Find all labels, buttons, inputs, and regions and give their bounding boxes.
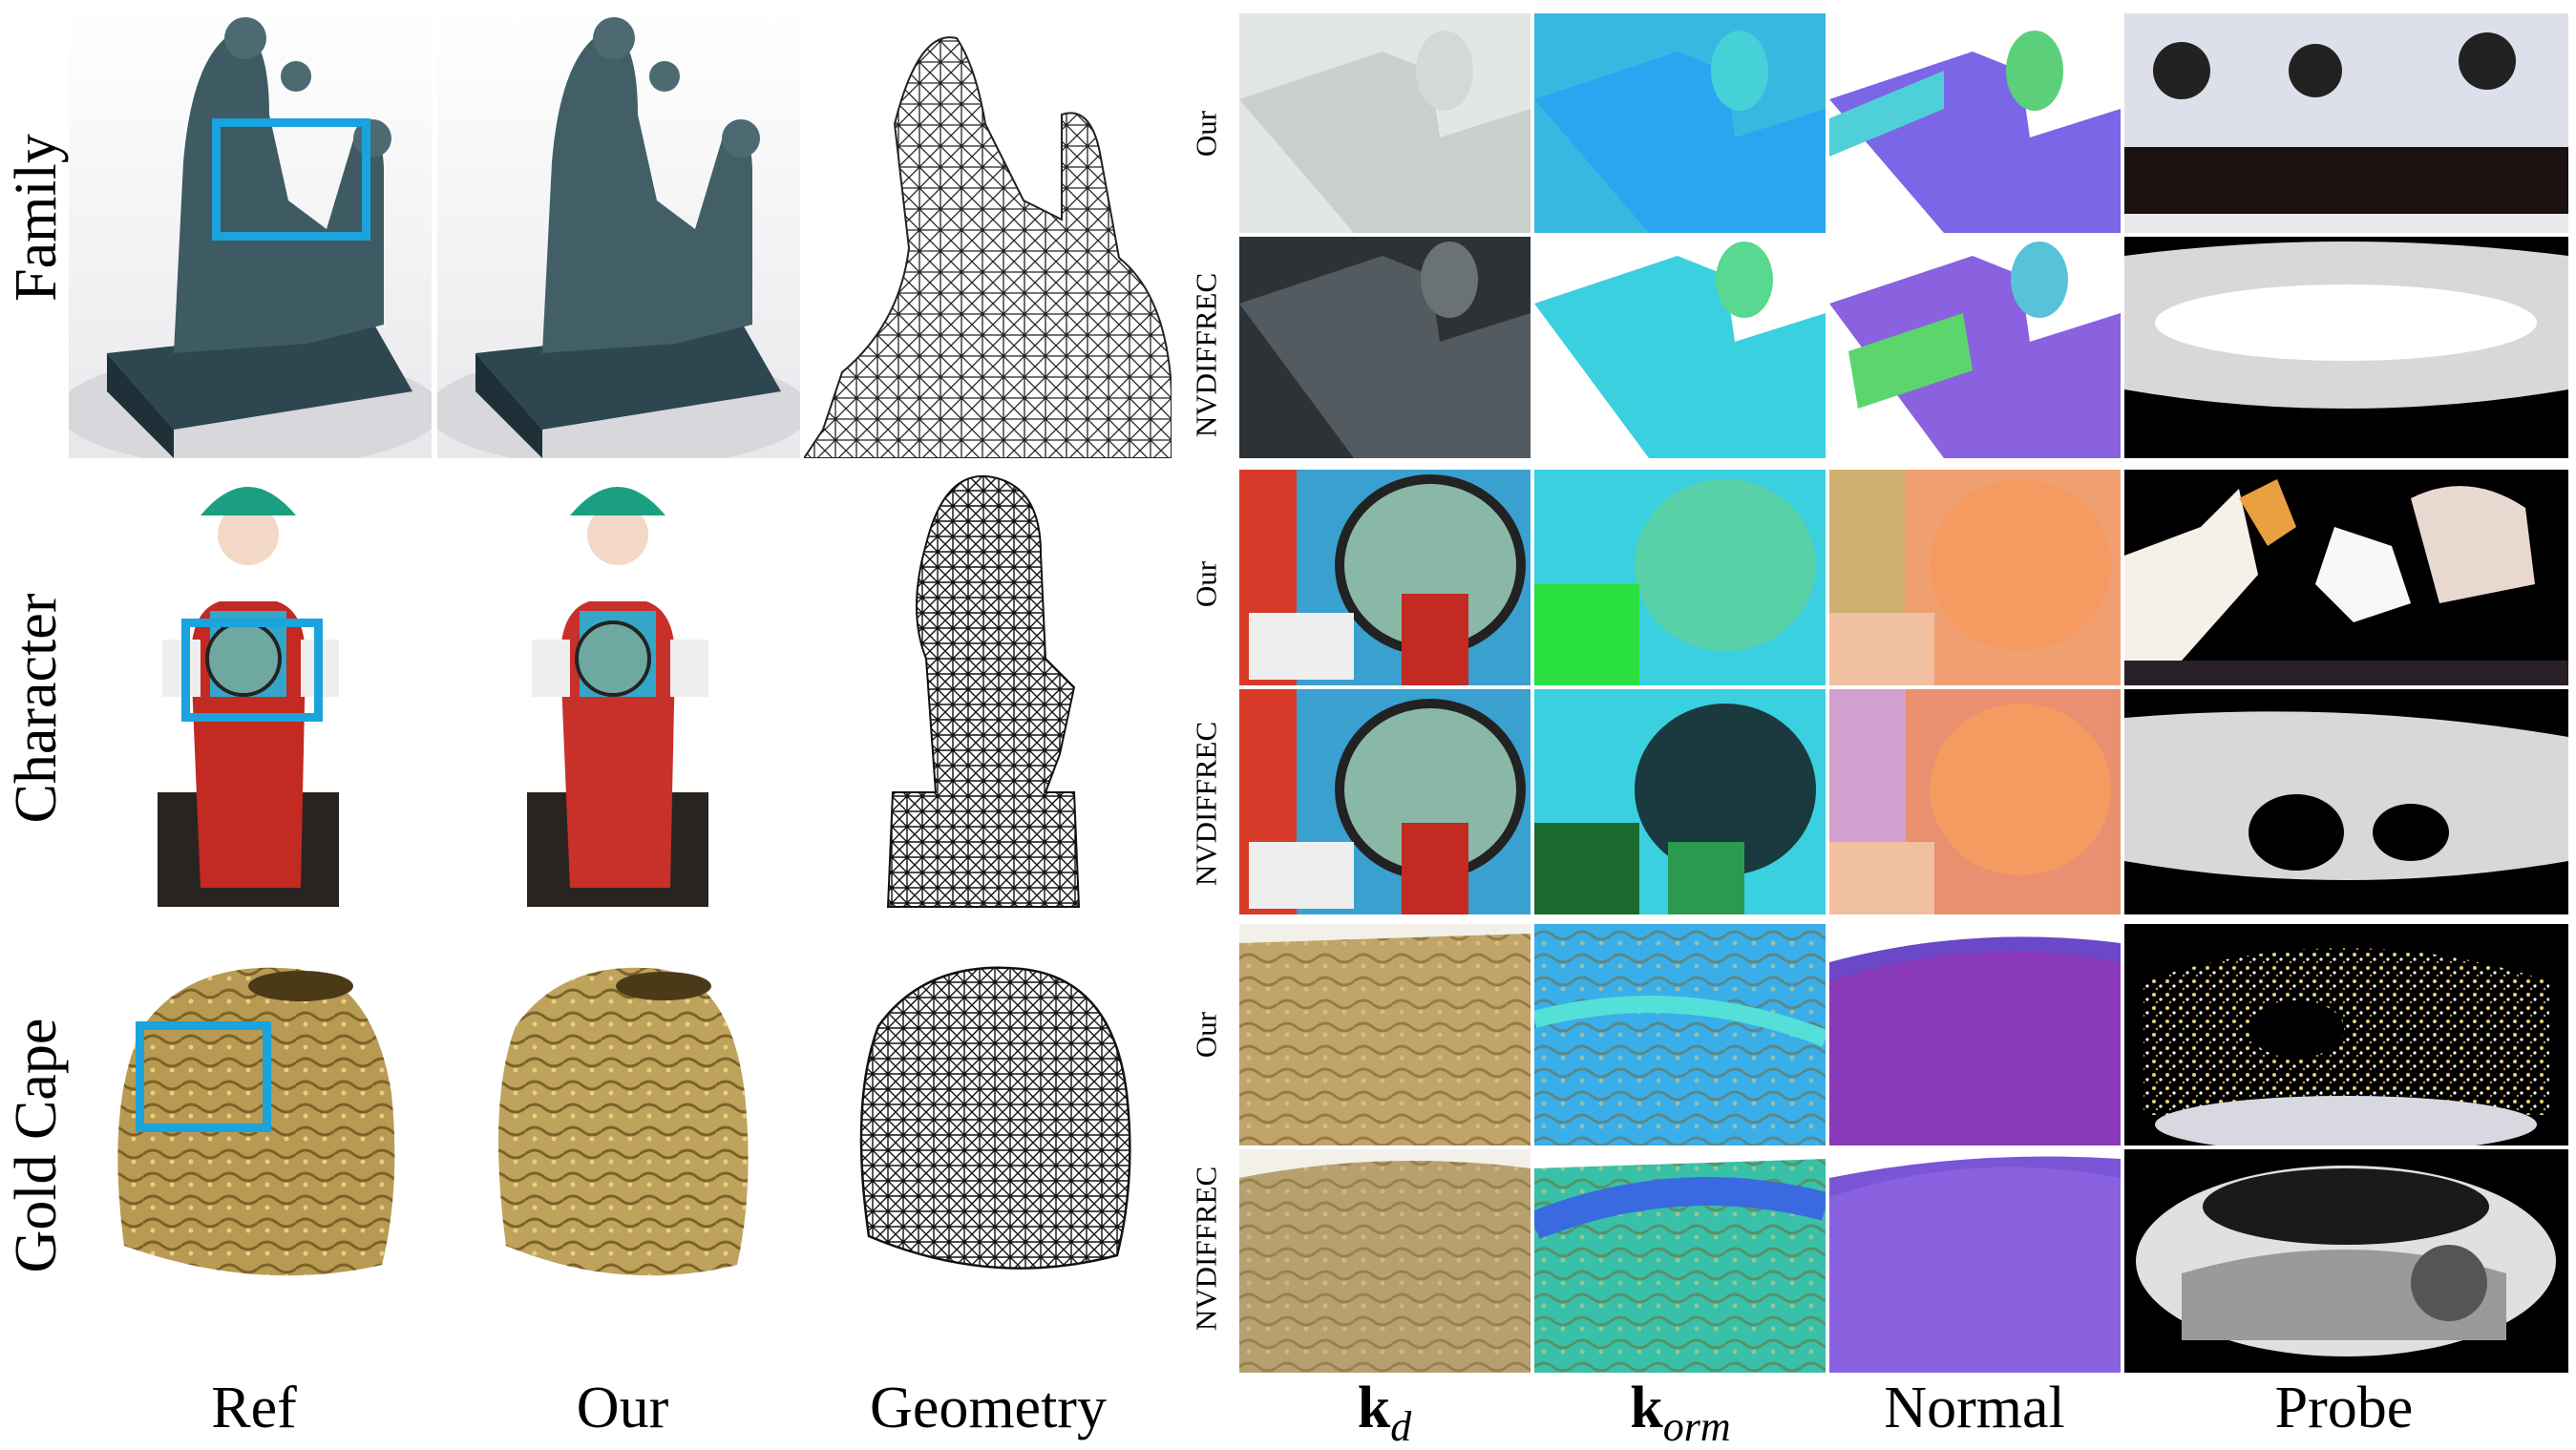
row-label-character: Character [4, 593, 69, 824]
family-ours-probe [2124, 13, 2568, 233]
character-baseline-probe [2124, 689, 2568, 914]
family-ours-kd [1239, 13, 1531, 233]
family-highlight-box [212, 118, 370, 241]
character-ref-image [134, 468, 363, 916]
gold-cape-ours-korm [1534, 924, 1826, 1145]
row-label-gold-cape: Gold Cape [4, 1018, 69, 1273]
family-geometry-image [804, 10, 1172, 458]
character-geometry-image [869, 468, 1098, 916]
column-label-probe: Probe [2274, 1376, 2414, 1440]
character-ours-kd [1239, 470, 1531, 685]
method-label-character-ours: Our [1189, 560, 1223, 608]
kd-main-symbol: k [1357, 1376, 1391, 1440]
method-label-family-ours: Our [1189, 110, 1223, 158]
gold-cape-baseline-kd [1239, 1149, 1531, 1373]
family-our-image [437, 10, 800, 458]
character-baseline-korm [1534, 689, 1826, 914]
gold-cape-baseline-korm [1534, 1149, 1826, 1373]
column-label-kd: kd [1358, 1378, 1411, 1448]
method-label-gold-cape-ours: Our [1189, 1011, 1223, 1059]
character-ours-korm [1534, 470, 1826, 685]
column-label-normal: Normal [1884, 1376, 2065, 1440]
korm-main-symbol: k [1630, 1376, 1663, 1440]
character-baseline-kd [1239, 689, 1531, 914]
family-ours-korm [1534, 13, 1826, 233]
character-highlight-box [181, 619, 323, 722]
method-label-family-baseline: NVDIFFREC [1189, 272, 1223, 438]
gold-cape-ours-probe [2124, 924, 2568, 1145]
family-baseline-normal [1829, 237, 2121, 458]
column-label-ref: Ref [211, 1376, 297, 1440]
row-label-family: Family [4, 134, 69, 302]
character-our-image [503, 468, 732, 916]
gold-cape-our-image [487, 959, 754, 1289]
gold-cape-ours-kd [1239, 924, 1531, 1145]
gold-cape-geometry-image [850, 959, 1136, 1289]
family-baseline-kd [1239, 237, 1531, 458]
gold-cape-baseline-probe [2124, 1149, 2568, 1373]
column-label-korm: korm [1630, 1378, 1730, 1448]
family-baseline-korm [1534, 237, 1826, 458]
column-label-our: Our [576, 1376, 669, 1440]
character-ours-normal [1829, 470, 2121, 685]
family-ours-normal [1829, 13, 2121, 233]
gold-cape-baseline-normal [1829, 1149, 2121, 1373]
column-label-geometry: Geometry [870, 1376, 1107, 1440]
character-baseline-normal [1829, 689, 2121, 914]
kd-subscript: d [1390, 1403, 1412, 1450]
character-ours-probe [2124, 470, 2568, 685]
family-baseline-probe [2124, 237, 2568, 458]
method-label-gold-cape-baseline: NVDIFFREC [1189, 1166, 1223, 1332]
korm-subscript: orm [1662, 1403, 1731, 1450]
gold-cape-ours-normal [1829, 924, 2121, 1145]
gold-cape-highlight-box [136, 1021, 271, 1132]
method-label-character-baseline: NVDIFFREC [1189, 721, 1223, 887]
